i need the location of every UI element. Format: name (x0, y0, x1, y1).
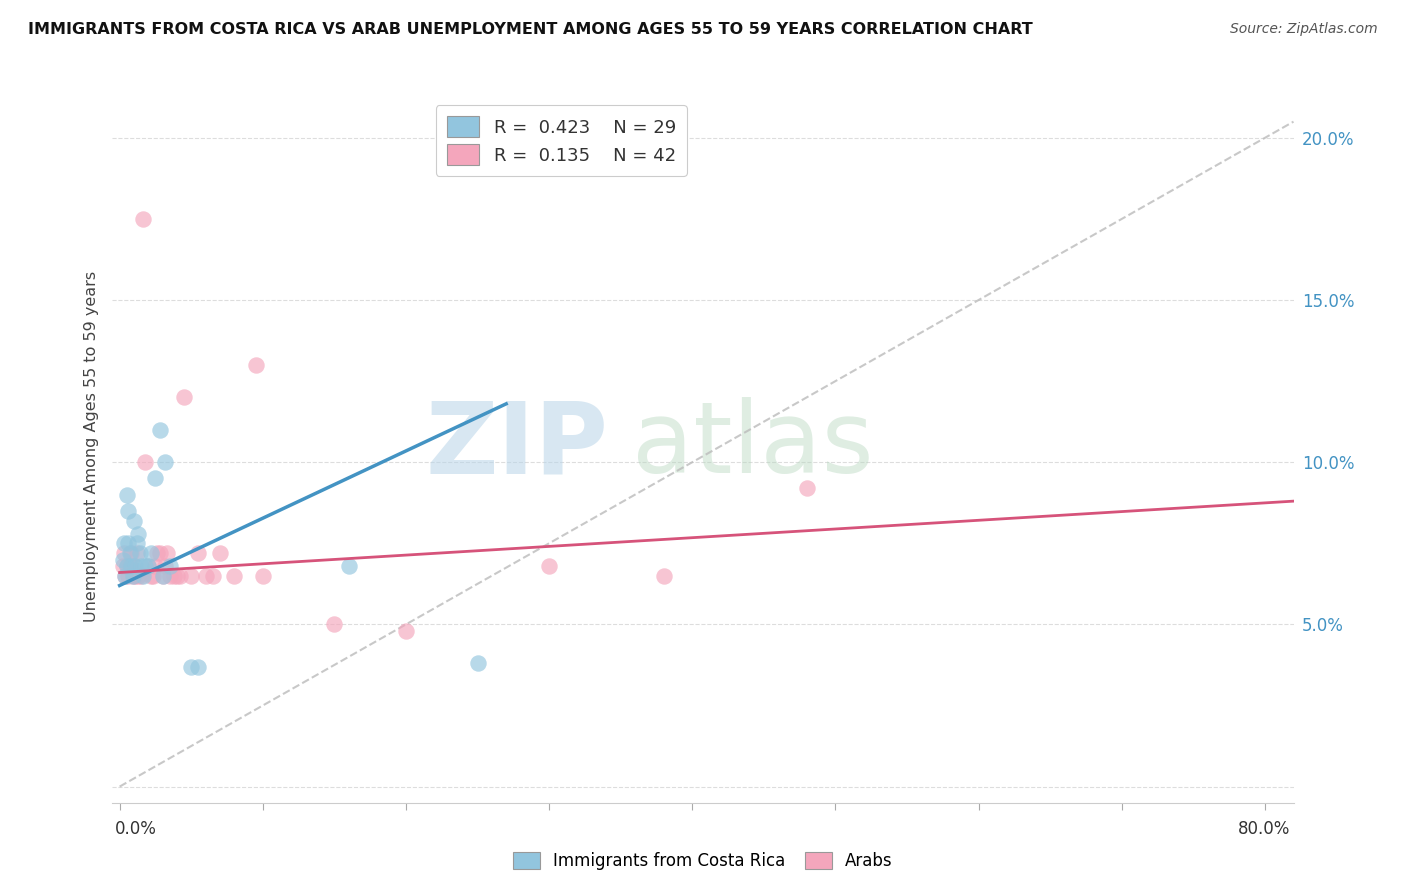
Point (163, 568, 186, 582)
Point (124, 568, 146, 582)
Point (155, 455, 177, 469)
Point (252, 568, 274, 582)
Text: Source: ZipAtlas.com: Source: ZipAtlas.com (1230, 22, 1378, 37)
Text: 80.0%: 80.0% (1239, 820, 1291, 838)
Point (124, 559, 146, 574)
Point (111, 552, 134, 566)
Point (149, 423, 172, 437)
Point (111, 559, 134, 574)
Point (115, 559, 138, 574)
Point (145, 471, 167, 485)
Point (152, 568, 174, 582)
Point (159, 559, 181, 574)
Point (208, 546, 231, 560)
Point (155, 559, 177, 574)
Point (139, 568, 162, 582)
Point (129, 559, 152, 574)
Point (194, 568, 217, 582)
Point (652, 568, 675, 582)
Point (129, 568, 152, 582)
Point (323, 617, 346, 632)
Point (127, 568, 149, 582)
Point (120, 546, 142, 560)
Point (187, 546, 209, 560)
Point (121, 568, 143, 582)
Point (134, 455, 156, 469)
Point (117, 504, 139, 518)
Point (112, 536, 135, 550)
Point (796, 481, 818, 495)
Point (337, 559, 360, 574)
Point (125, 546, 148, 560)
Point (159, 568, 181, 582)
Point (136, 559, 159, 574)
Point (173, 390, 195, 404)
Point (145, 559, 167, 574)
Point (224, 568, 246, 582)
Text: atlas: atlas (633, 398, 873, 494)
Point (125, 536, 148, 550)
Point (187, 659, 209, 673)
Point (180, 659, 202, 673)
Point (166, 568, 188, 582)
Point (131, 211, 153, 226)
Point (115, 488, 138, 502)
Point (152, 568, 174, 582)
Point (117, 568, 139, 582)
Point (139, 546, 162, 560)
Point (121, 568, 143, 582)
Point (149, 546, 172, 560)
Point (180, 568, 202, 582)
Point (117, 536, 139, 550)
Point (127, 526, 149, 541)
Point (245, 358, 267, 372)
Point (128, 546, 150, 560)
Text: IMMIGRANTS FROM COSTA RICA VS ARAB UNEMPLOYMENT AMONG AGES 55 TO 59 YEARS CORREL: IMMIGRANTS FROM COSTA RICA VS ARAB UNEMP… (28, 22, 1033, 37)
Text: 0.0%: 0.0% (115, 820, 157, 838)
Point (538, 559, 561, 574)
Point (118, 559, 141, 574)
Point (114, 568, 136, 582)
Point (114, 568, 136, 582)
Legend: Immigrants from Costa Rica, Arabs: Immigrants from Costa Rica, Arabs (506, 845, 900, 877)
Point (142, 568, 165, 582)
Text: ZIP: ZIP (426, 398, 609, 494)
Point (131, 568, 153, 582)
Point (134, 559, 156, 574)
Point (146, 546, 169, 560)
Point (112, 546, 135, 560)
Point (120, 559, 142, 574)
Point (395, 624, 418, 638)
Point (169, 568, 191, 582)
Point (467, 657, 489, 671)
Point (201, 568, 224, 582)
Point (115, 559, 138, 574)
Point (122, 514, 145, 528)
Point (136, 559, 159, 574)
Point (122, 559, 145, 574)
Y-axis label: Unemployment Among Ages 55 to 59 years: Unemployment Among Ages 55 to 59 years (83, 270, 98, 622)
Point (118, 546, 141, 560)
Point (156, 546, 179, 560)
